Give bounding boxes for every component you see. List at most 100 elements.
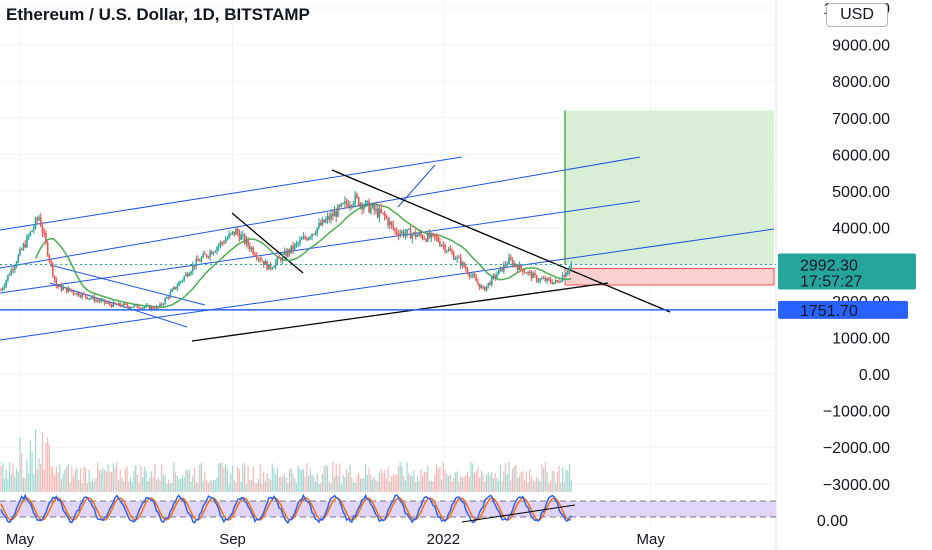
candle-body [29,231,32,236]
volume-bar [17,471,19,492]
candle-body [544,278,547,282]
volume-bar [275,474,277,492]
candle-body [523,272,526,274]
volume-bar [377,481,379,492]
volume-bar [228,483,230,492]
candle-body [212,252,215,255]
volume-bar [69,482,71,492]
volume-bar [193,468,196,492]
target-zone[interactable] [565,110,774,265]
stoch-k-line [0,493,572,525]
volume-bar [214,479,216,492]
candle-body [109,302,111,305]
candle-body [314,233,317,235]
volume-bar [449,474,451,492]
time-axis[interactable]: May Sep 2022 May [6,531,666,548]
stoch-axis-label: 0.00 [817,513,848,530]
candle-body [134,304,137,306]
candle-body [12,269,14,271]
volume-bar [288,469,291,492]
volume-bar [145,470,147,492]
volume-bar [200,462,203,492]
candle-body [131,306,134,308]
volume-bar [104,469,106,492]
candle-body [79,296,82,298]
volume-bar [256,483,258,492]
channel-line [0,200,641,294]
candle-body [506,264,509,266]
volume-bar [447,475,450,492]
volume-bar [468,476,470,492]
candle-body [105,302,108,304]
volume-bar [427,466,429,492]
candle-body [547,278,550,280]
volume-bars [0,429,572,492]
volume-bar [67,463,69,492]
candle-body [304,236,306,239]
candle-body [41,226,44,233]
volume-bar [19,438,21,492]
candle-body [309,236,312,238]
volume-bar [480,470,482,492]
volume-bar [301,470,303,492]
currency-button[interactable]: USD [826,3,888,27]
volume-bar [439,466,441,492]
volume-bar [150,471,152,492]
candle-body [418,232,420,236]
volume-bar [219,462,222,492]
candle-body [259,258,261,261]
volume-bar [356,475,358,492]
volume-bar [187,470,189,492]
volume-bar [567,470,569,492]
volume-bar [100,470,102,492]
drawing-tools[interactable] [0,110,775,342]
volume-bar [309,468,311,492]
volume-bar [435,464,438,492]
candle-body [330,213,332,220]
candle-body [388,221,391,226]
candle-body [96,299,99,301]
volume-bar [26,459,28,492]
volume-bar [133,470,135,492]
volume-bar [555,483,557,492]
candle-body [509,257,512,260]
candle-body [480,286,483,289]
volume-bar [328,482,330,492]
y-tick-label: 7000.00 [832,111,890,128]
candle-body [252,247,255,255]
candle-body [185,273,187,277]
candle-body [159,303,161,308]
volume-bar [470,462,472,492]
volume-bar [278,477,280,492]
volume-bar [114,467,116,492]
candle-body [255,255,258,259]
moving-average-line [34,203,572,308]
candle-body [485,285,488,291]
candle-body [26,236,28,248]
volume-bar [41,431,44,492]
volume-bar [560,482,562,492]
candle-body [242,234,244,236]
candle-body [432,233,434,235]
candle-body [402,231,405,237]
candle-body [138,307,141,309]
stop-zone[interactable] [564,267,775,286]
candle-body [169,292,172,298]
candle-body [245,239,248,244]
candle-body [534,273,536,276]
channel-line [0,156,463,231]
volume-bar [199,464,201,492]
volume-bar [29,440,31,492]
candle-body [155,306,158,310]
volume-bar [392,474,394,492]
volume-bar [230,473,232,492]
volume-bar [503,471,505,492]
candle-body [297,243,300,245]
candle-body [72,291,75,294]
y-tick-label: 8000.00 [832,74,890,91]
volume-bar [342,474,344,492]
candle-body [528,271,531,273]
candle-body [556,280,559,282]
